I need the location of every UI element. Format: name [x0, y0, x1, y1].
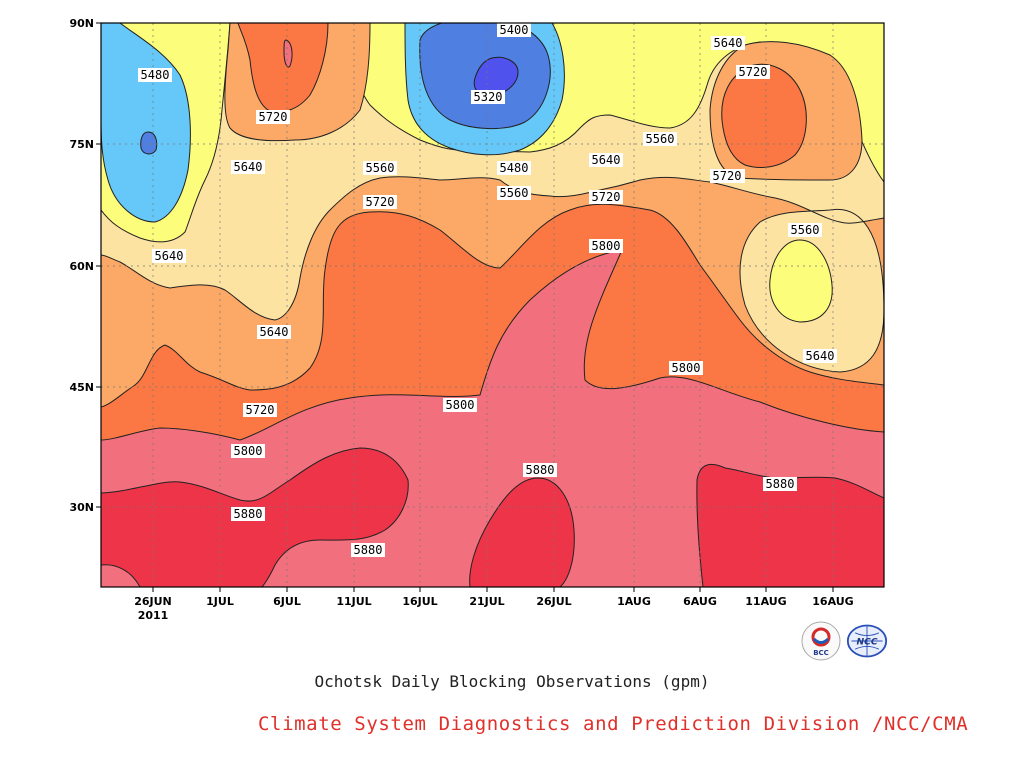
x-tick-label: 26JUN: [134, 595, 172, 608]
band-5800-5880-cell-a: [283, 39, 293, 68]
contour-label: 5560: [366, 161, 395, 175]
contour-label-bg: [363, 161, 397, 175]
x-tick-label: 6AUG: [683, 595, 717, 608]
x-tick-label: 11JUL: [336, 595, 371, 608]
contour-label-bg: [497, 186, 531, 200]
contour-label: 5720: [739, 65, 768, 79]
band-5480-5560-pocket: [769, 239, 833, 323]
contour-label-bg: [497, 161, 531, 175]
contour-label: 5560: [646, 132, 675, 146]
contour-label-bg: [589, 239, 623, 253]
x-axis: 26JUN 1JUL 6JUL 11JUL 16JUL 21JUL 26JUL 1AUG 6AU…: [134, 587, 854, 608]
contour-label-bg: [788, 223, 822, 237]
contour-label-bg: [710, 169, 744, 183]
band-above-5880-mid: [469, 477, 575, 587]
contour-label-bg: [231, 507, 265, 521]
contour-label: 5400: [500, 23, 529, 37]
contour-label-bg: [243, 403, 277, 417]
contour-label: 5640: [806, 349, 835, 363]
contour-label-bg: [231, 444, 265, 458]
contour-label: 5720: [592, 190, 621, 204]
grid-lines: [101, 23, 884, 587]
contour-label-bg: [763, 477, 797, 491]
contour-label: 5480: [500, 161, 529, 175]
contour-label-bg: [152, 249, 186, 263]
contour-label: 5800: [234, 444, 263, 458]
contour-label-bg: [643, 132, 677, 146]
x-tick-label: 21JUL: [469, 595, 504, 608]
contour-label-bg: [589, 190, 623, 204]
credit-line: Climate System Diagnostics and Predictio…: [258, 713, 969, 735]
y-tick-label: 30N: [69, 501, 94, 514]
contour-label-bg: [523, 463, 557, 477]
ncc-logo-text: NCC: [856, 638, 877, 648]
chart-title: Ochotsk Daily Blocking Observations (gpm…: [314, 672, 710, 691]
contour-label-bg: [471, 90, 505, 104]
x-tick-label: 11AUG: [745, 595, 786, 608]
contour-label: 5640: [714, 36, 743, 50]
contour-label-bg: [497, 23, 531, 37]
contour-label: 5640: [234, 160, 263, 174]
band-5320-5400-left: [140, 131, 158, 155]
contour-label: 5320: [474, 90, 503, 104]
contour-label: 5880: [766, 477, 795, 491]
band-5720-5800-cell-b: [721, 63, 807, 168]
contour-label-bg: [736, 65, 770, 79]
contour-label: 5880: [234, 507, 263, 521]
x-tick-label: 26JUL: [536, 595, 571, 608]
y-tick-label: 60N: [69, 260, 94, 273]
contour-label: 5720: [259, 110, 288, 124]
contour-label-bg: [711, 36, 745, 50]
contour-labels: 5400 5320 5480 5480 5560 5720 5640 5560 5640 5720…: [138, 23, 837, 557]
contour-label: 5880: [526, 463, 555, 477]
plot-frame: [100, 22, 885, 588]
y-axis: 90N 75N 60N 45N 30N: [69, 17, 101, 514]
x-tick-label: 1JUL: [206, 595, 234, 608]
bcc-logo: BCC: [801, 621, 841, 661]
contour-label: 5880: [354, 543, 383, 557]
contour-label: 5800: [446, 398, 475, 412]
ncc-logo: NCC: [846, 624, 888, 658]
x-tick-label: 1AUG: [617, 595, 651, 608]
x-tick-label: 16AUG: [812, 595, 853, 608]
contour-label: 5640: [155, 249, 184, 263]
contour-label-bg: [256, 110, 290, 124]
contour-label-bg: [669, 361, 703, 375]
y-tick-label: 90N: [69, 17, 94, 30]
contour-label: 5560: [500, 186, 529, 200]
x-tick-label: 6JUL: [273, 595, 301, 608]
contour-label: 5640: [260, 325, 289, 339]
contour-label-bg: [443, 398, 477, 412]
contour-label: 5720: [713, 169, 742, 183]
y-tick-label: 75N: [69, 138, 94, 151]
x-tick-label: 16JUL: [402, 595, 437, 608]
contour-label-bg: [257, 325, 291, 339]
contour-label-bg: [589, 153, 623, 167]
contour-label-bg: [138, 68, 172, 82]
band-above-5880-se: [696, 463, 884, 587]
contour-label: 5800: [672, 361, 701, 375]
contour-label-bg: [351, 543, 385, 557]
contour-label: 5800: [592, 239, 621, 253]
contour-label: 5480: [141, 68, 170, 82]
y-tick-label: 45N: [69, 381, 94, 394]
contour-label-bg: [803, 349, 837, 363]
contour-label: 5640: [592, 153, 621, 167]
x-year-label: 2011: [138, 609, 169, 622]
contour-label-bg: [363, 195, 397, 209]
contour-label-bg: [231, 160, 265, 174]
contour-label: 5720: [366, 195, 395, 209]
contour-label: 5720: [246, 403, 275, 417]
contour-label: 5560: [791, 223, 820, 237]
bcc-logo-text: BCC: [813, 649, 829, 657]
